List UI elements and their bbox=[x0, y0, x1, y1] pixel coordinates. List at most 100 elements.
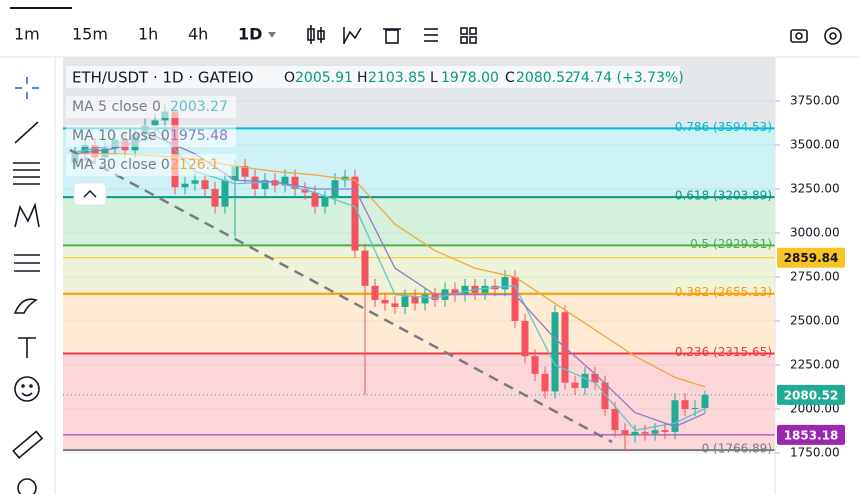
ohlc-key: L bbox=[430, 70, 438, 86]
candle-body bbox=[511, 277, 519, 322]
emoji-icon[interactable] bbox=[14, 376, 40, 402]
trendline-icon[interactable] bbox=[14, 121, 39, 144]
y-tick-label: 2500.00 bbox=[790, 314, 840, 328]
crosshair-icon[interactable] bbox=[15, 77, 39, 99]
brush-icon[interactable] bbox=[13, 298, 38, 314]
ma-legend-name: MA 10 close 0 bbox=[72, 128, 170, 144]
candles-icon[interactable] bbox=[307, 25, 325, 44]
candle-body bbox=[181, 183, 189, 188]
interval-button[interactable]: 15m bbox=[72, 25, 108, 44]
candle-body bbox=[371, 285, 379, 300]
grid-icon[interactable] bbox=[460, 27, 477, 44]
fib-label: 0.236 (2315.65) bbox=[675, 345, 772, 359]
candle-body bbox=[321, 197, 329, 207]
indicators-icon[interactable] bbox=[343, 27, 362, 44]
ohlc-value: 2103.85 bbox=[368, 70, 426, 86]
price-tag-label: 2080.52 bbox=[784, 388, 839, 402]
plot bbox=[63, 57, 775, 454]
trend-line bbox=[69, 148, 613, 444]
y-tick-label: 3250.00 bbox=[790, 182, 840, 196]
candle-body bbox=[621, 430, 629, 436]
candle-body bbox=[541, 373, 549, 392]
dropdown-arrow bbox=[268, 32, 276, 38]
list-icon[interactable] bbox=[424, 28, 438, 42]
left-toolbar[interactable] bbox=[12, 77, 44, 494]
candle-body bbox=[691, 407, 699, 410]
ma-legend-bg bbox=[66, 96, 236, 118]
candle-body bbox=[211, 189, 219, 207]
fib-label: 0.786 (3594.53) bbox=[675, 120, 772, 134]
candle-body bbox=[431, 294, 439, 300]
candle-body bbox=[271, 180, 279, 186]
candle-body bbox=[401, 296, 409, 307]
candle-body bbox=[421, 294, 429, 304]
candle-body bbox=[591, 373, 599, 383]
interval-button[interactable]: 4h bbox=[188, 25, 208, 44]
collapse-arrow bbox=[83, 189, 97, 198]
candle-body bbox=[281, 176, 289, 186]
candle-body bbox=[461, 285, 469, 295]
interval-button[interactable]: 1h bbox=[138, 25, 158, 44]
y-tick-label: 3500.00 bbox=[790, 138, 840, 152]
fib-label: 0.382 (2655.13) bbox=[675, 285, 772, 299]
settings-icon[interactable] bbox=[824, 27, 842, 45]
ohlc-value: 2080.52 bbox=[516, 70, 574, 86]
ma-legend-value: 2003.27 bbox=[170, 99, 228, 115]
fib-zone bbox=[63, 293, 775, 354]
candle-body bbox=[241, 166, 249, 177]
candle-body bbox=[681, 400, 689, 410]
price-axis: 1750.00 2000.00 2250.00 2500.00 2750.00 3000.… bbox=[775, 94, 845, 460]
candle-body bbox=[581, 373, 589, 388]
price-tag-label: 2859.84 bbox=[784, 251, 839, 265]
price-tag bbox=[777, 384, 845, 405]
candle-body bbox=[701, 394, 709, 408]
forecast-icon[interactable] bbox=[14, 254, 40, 272]
symbol: ETH/USDT · 1D · GATEIO bbox=[72, 69, 253, 87]
ohlc-value: 1978.00 bbox=[441, 70, 499, 86]
candle-body bbox=[651, 430, 659, 434]
candle-body bbox=[571, 382, 579, 388]
ruler-icon[interactable] bbox=[12, 430, 44, 459]
candle-body bbox=[291, 176, 299, 190]
y-tick-label: 2750.00 bbox=[790, 270, 840, 284]
ma-legend-name: MA 30 close 0 bbox=[72, 157, 170, 173]
pattern-icon[interactable] bbox=[14, 202, 40, 228]
candle-body bbox=[191, 180, 199, 184]
candle-body bbox=[201, 180, 209, 190]
fib-label: 0 (1766.89) bbox=[702, 442, 772, 456]
camera-icon[interactable] bbox=[790, 29, 808, 43]
header-bg bbox=[66, 66, 680, 88]
top-icons[interactable] bbox=[307, 25, 842, 45]
trash-icon[interactable] bbox=[383, 28, 401, 44]
zoom-icon[interactable] bbox=[17, 478, 37, 494]
ohlc-key: C bbox=[505, 70, 515, 86]
ma-legend-name: MA 5 close 0 bbox=[72, 99, 161, 115]
candle-body bbox=[351, 176, 359, 251]
candle-body bbox=[641, 431, 649, 434]
candle-body bbox=[311, 192, 319, 207]
change: 74.74 (+3.73%) bbox=[572, 70, 684, 86]
ma-legend-bg bbox=[66, 125, 236, 147]
price-tag-label: 1853.18 bbox=[784, 428, 839, 442]
candle-body bbox=[101, 148, 109, 158]
y-tick-label: 3000.00 bbox=[790, 226, 840, 240]
candle-body bbox=[671, 400, 679, 432]
candle-body bbox=[551, 312, 559, 392]
fib-icon[interactable] bbox=[13, 162, 40, 185]
interval-button[interactable]: 1D bbox=[238, 25, 262, 44]
candle-body bbox=[391, 303, 399, 307]
ohlc-value: 2005.91 bbox=[295, 70, 353, 86]
candle-body bbox=[381, 299, 389, 304]
collapse-button[interactable] bbox=[73, 182, 107, 206]
candle-body bbox=[261, 180, 269, 190]
candle-body bbox=[611, 409, 619, 431]
text-icon[interactable] bbox=[18, 337, 36, 358]
ohlc-key: O bbox=[284, 70, 295, 86]
fib-zone bbox=[63, 197, 775, 246]
candle-body bbox=[521, 321, 529, 357]
interval-button[interactable]: 1m bbox=[14, 25, 40, 44]
candle-body bbox=[221, 180, 229, 207]
candle-body bbox=[531, 356, 539, 374]
y-tick-label: 3750.00 bbox=[790, 94, 840, 108]
